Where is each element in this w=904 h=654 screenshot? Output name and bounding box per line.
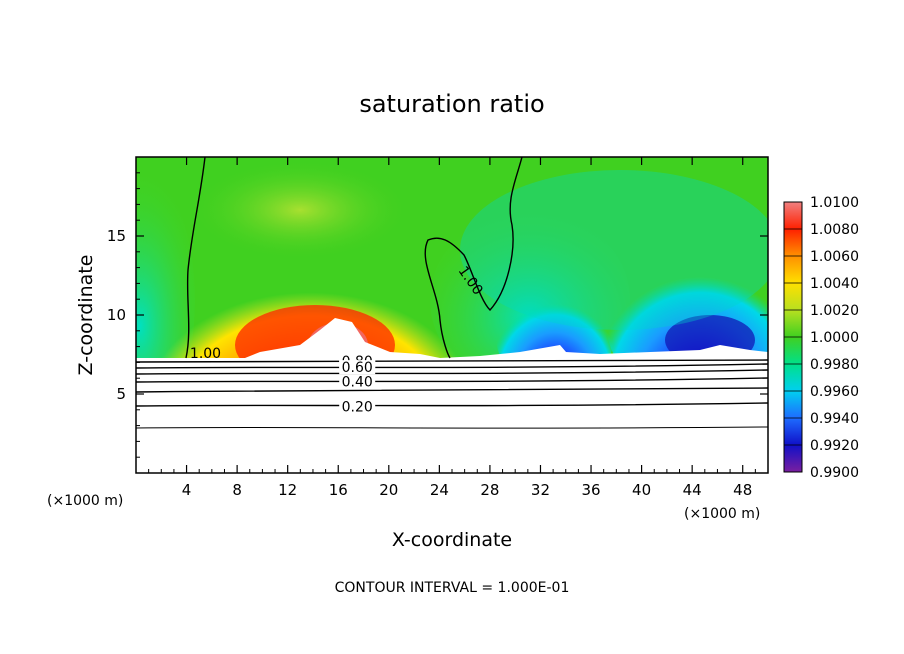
- x-tick-label-8: 36: [581, 481, 600, 499]
- contour-line-6: [136, 377, 768, 383]
- x-axis-title: X-coordinate: [392, 529, 512, 551]
- contour-label-bg-4: [339, 374, 376, 389]
- x-tick-label-3: 16: [329, 481, 348, 499]
- contour-line-7: [136, 387, 768, 393]
- x-tick-label-7: 32: [531, 481, 550, 499]
- plot-area: 1.001.000.800.600.400.20: [136, 157, 768, 473]
- x-tick-label-10: 44: [683, 481, 702, 499]
- x-tick-label-9: 40: [632, 481, 651, 499]
- colorbar-label-5: 1.0000: [810, 330, 859, 346]
- contour-line-1: [185, 157, 206, 359]
- contour-line-2: [424, 157, 523, 359]
- contour-label-4: 0.40: [342, 374, 373, 390]
- y-tick-label-1: 10: [107, 306, 126, 324]
- x-unit-label-left: (×1000 m): [47, 493, 123, 509]
- contour-labels: 1.001.000.800.600.400.20: [190, 263, 486, 415]
- colorbar: 0.9900 0.9920 0.9940 0.9960 0.9980 1.0000 1.00…: [783, 195, 859, 481]
- contour-label-0: 1.00: [190, 346, 221, 362]
- colorbar-label-7: 1.0040: [810, 276, 859, 292]
- contour-label-3: 0.60: [342, 360, 373, 376]
- colorbar-label-6: 1.0020: [810, 303, 859, 319]
- colorbar-label-2: 0.9940: [810, 411, 859, 427]
- contour-label-bg-5: [339, 399, 376, 414]
- colorbar-label-8: 1.0060: [810, 249, 859, 265]
- chart-title: saturation ratio: [359, 90, 544, 118]
- contour-interval-note: CONTOUR INTERVAL = 1.000E-01: [335, 580, 570, 596]
- x-tick-label-6: 28: [480, 481, 499, 499]
- colorbar-label-1: 0.9920: [810, 438, 859, 454]
- x-tick-label-4: 20: [379, 481, 398, 499]
- x-tick-label-0: 4: [182, 481, 192, 499]
- colorbar-labels: 0.9900 0.9920 0.9940 0.9960 0.9980 1.0000 1.00…: [784, 195, 859, 481]
- y-axis-title: Z-coordinate: [75, 255, 97, 376]
- colorbar-label-3: 0.9960: [810, 384, 859, 400]
- colorbar-label-0: 0.9900: [810, 465, 859, 481]
- x-tick-label-11: 48: [733, 481, 752, 499]
- contour-line-4: [136, 363, 768, 369]
- contour-line-5: [136, 369, 768, 375]
- x-axis: 4 8 12 16 20 24 28 32 36 40 44 48: [148, 157, 756, 499]
- colorbar-label-4: 0.9980: [810, 357, 859, 373]
- y-tick-label-2: 15: [107, 227, 126, 245]
- y-axis: 5 10 15: [107, 172, 768, 458]
- colorbar-label-9: 1.0080: [810, 222, 859, 238]
- colorbar-label-10: 1.0100: [810, 195, 859, 211]
- x-tick-label-5: 24: [430, 481, 449, 499]
- field-region-top-yellowgreen: [190, 160, 410, 260]
- contour-label-bg-3: [339, 360, 376, 375]
- contour-line-3: [136, 359, 768, 363]
- contour-lines: [136, 157, 768, 429]
- contour-line-9: [136, 426, 768, 429]
- contour-label-5: 0.20: [342, 400, 373, 416]
- x-tick-label-1: 8: [232, 481, 242, 499]
- y-tick-label-0: 5: [116, 385, 126, 403]
- contour-line-8: [136, 402, 768, 407]
- field-region-right-cyan: [460, 170, 768, 330]
- x-unit-label-right: (×1000 m): [684, 506, 760, 522]
- x-tick-label-2: 12: [278, 481, 297, 499]
- surface-white-region: [136, 318, 768, 473]
